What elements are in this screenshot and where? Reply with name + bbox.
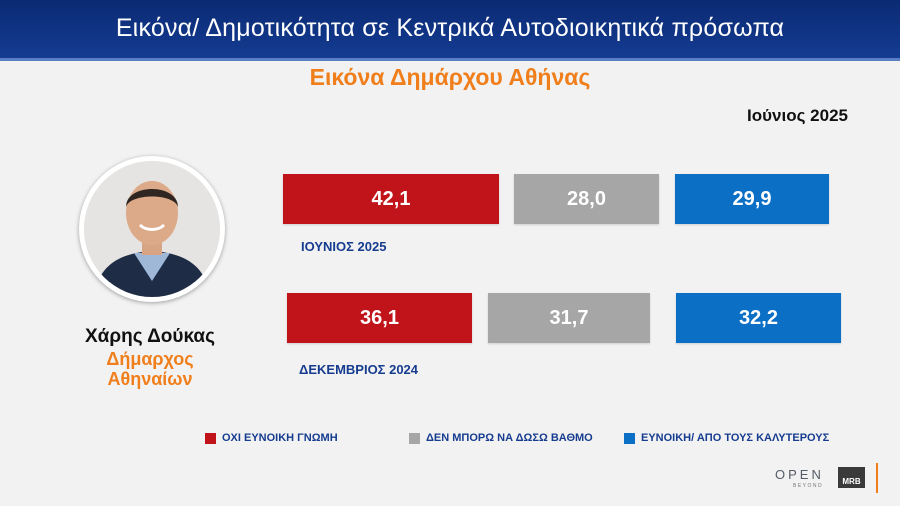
person-photo: [79, 156, 225, 302]
mrb-logo: MRB: [838, 467, 865, 488]
legend-swatch-neutral: [409, 432, 420, 444]
legend-label-neutral: ΔΕΝ ΜΠΟΡΩ ΝΑ ΔΩΣΩ ΒΑΘΜΟ: [426, 432, 593, 444]
open-logo: OPEN: [775, 467, 824, 482]
person-name: Χάρης Δούκας: [84, 326, 215, 347]
legend-label-positive: ΕΥΝΟΙΚΗ/ ΑΠΟ ΤΟΥΣ ΚΑΛΥΤΕΡΟΥΣ: [641, 432, 830, 444]
logo-divider: [876, 463, 878, 493]
legend-item-positive: ΕΥΝΟΙΚΗ/ ΑΠΟ ΤΟΥΣ ΚΑΛΥΤΕΡΟΥΣ: [624, 432, 829, 444]
page-title: Εικόνα/ Δημοτικότητα σε Κεντρικά Αυτοδιο…: [115, 14, 785, 42]
person-role-line-2: Αθηναίων: [107, 369, 193, 389]
chart-subtitle: Εικόνα Δημάρχου Αθήνας: [309, 64, 591, 90]
person-role-line-1: Δήμαρχος: [106, 349, 194, 369]
bar-june2025-positive: 29,9: [675, 174, 829, 224]
legend-swatch-positive: [624, 432, 635, 444]
legend-label-negative: ΟΧΙ ΕΥΝΟΙΚΗ ΓΝΩΜΗ: [222, 432, 338, 444]
person-role: Δήμαρχος Αθηναίων: [55, 349, 245, 389]
survey-date: Ιούνιος 2025: [747, 106, 848, 125]
legend-swatch-negative: [205, 432, 216, 444]
legend-item-neutral: ΔΕΝ ΜΠΟΡΩ ΝΑ ΔΩΣΩ ΒΑΘΜΟ: [409, 432, 593, 444]
category-label-dec2024: ΔΕΚΕΜΒΡΙΟΣ 2024: [299, 362, 419, 377]
header-bar: Εικόνα/ Δημοτικότητα σε Κεντρικά Αυτοδιο…: [0, 0, 900, 61]
bar-dec2024-neutral: 31,7: [488, 293, 650, 343]
bar-june2025-negative: 42,1: [283, 174, 499, 224]
bar-june2025-neutral: 28,0: [514, 174, 659, 224]
legend-item-negative: ΟΧΙ ΕΥΝΟΙΚΗ ΓΝΩΜΗ: [205, 432, 338, 444]
bar-dec2024-positive: 32,2: [676, 293, 841, 343]
category-label-june2025: ΙΟΥΝΙΟΣ 2025: [301, 239, 387, 254]
bar-dec2024-negative: 36,1: [287, 293, 472, 343]
open-beyond-logo: BEYOND: [793, 483, 824, 489]
